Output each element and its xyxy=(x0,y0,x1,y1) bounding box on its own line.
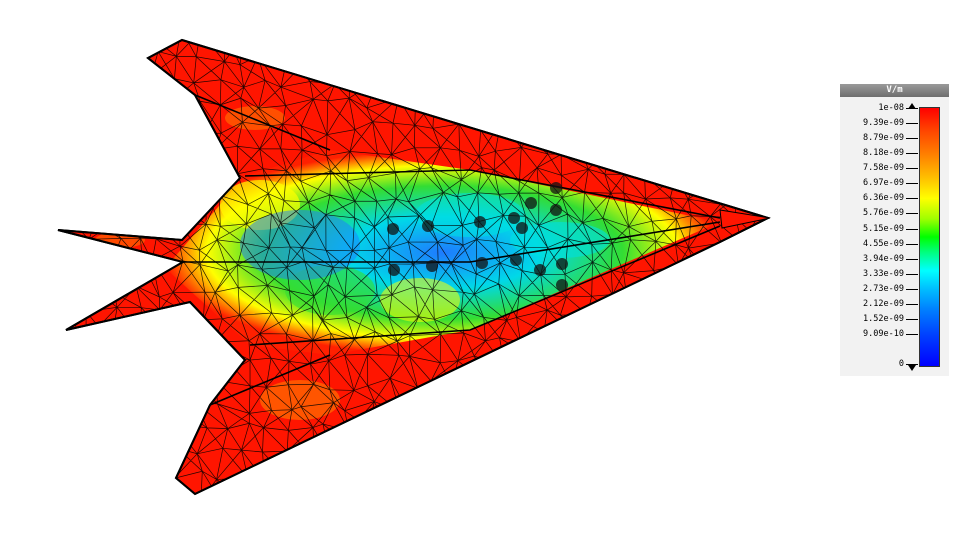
mesh-node-cluster xyxy=(534,264,546,276)
legend-tick-label: 9.09e-10 xyxy=(863,329,904,339)
mesh-node-cluster xyxy=(516,222,528,234)
mesh-node-cluster xyxy=(556,258,568,270)
legend-tick-mark xyxy=(906,228,918,230)
legend-tick-label: 0 xyxy=(898,359,904,369)
mesh-node-cluster xyxy=(474,216,486,228)
legend-tick-mark xyxy=(906,123,918,125)
legend-tick-mark xyxy=(906,288,918,290)
legend-tick-mark xyxy=(906,334,918,335)
legend-tick-mark xyxy=(906,153,918,155)
legend-tick-mark xyxy=(906,364,918,365)
legend-tick-label: 8.79e-09 xyxy=(863,133,904,144)
legend-tick-label: 1.52e-09 xyxy=(863,313,904,324)
legend-tick-label: 8.18e-09 xyxy=(863,148,904,159)
legend-tick-mark xyxy=(906,303,918,305)
legend-tick-label: 9.39e-09 xyxy=(863,118,904,129)
legend-tick-label: 4.55e-09 xyxy=(863,238,904,249)
legend-tick-mark xyxy=(906,138,918,140)
legend-tick-mark xyxy=(906,213,918,215)
mesh-node-cluster xyxy=(510,254,522,266)
hull-ridge-line xyxy=(209,354,331,406)
mesh-node-cluster xyxy=(387,223,399,235)
mesh-node-cluster xyxy=(422,220,434,232)
hull-ridge-line xyxy=(244,169,721,219)
mesh-node-cluster xyxy=(525,197,537,209)
legend-unit-title: V/m xyxy=(840,84,949,97)
legend-tick-label: 5.15e-09 xyxy=(863,223,904,234)
mesh-node-cluster xyxy=(508,212,520,224)
legend-min-arrow-icon[interactable] xyxy=(908,365,916,371)
legend-tick-label: 1e-08 xyxy=(878,103,904,113)
legend-tick-label: 6.97e-09 xyxy=(863,178,904,189)
legend-tick-label: 2.12e-09 xyxy=(863,298,904,309)
legend-tick-label: 7.58e-09 xyxy=(863,163,904,174)
legend-tick-mark xyxy=(906,318,918,320)
color-legend: V/m 1e-08 9.39e-09 8.79e-09 8.18e-09 7.58e-0… xyxy=(840,84,949,376)
mesh-node-cluster xyxy=(388,264,400,276)
mesh-node-cluster xyxy=(550,182,562,194)
legend-tick-mark xyxy=(906,243,918,245)
mesh-node-cluster xyxy=(426,260,438,272)
legend-tick-label: 5.76e-09 xyxy=(863,208,904,219)
mesh-node-cluster xyxy=(556,279,568,291)
legend-tick-mark xyxy=(906,258,918,260)
triangle-mesh xyxy=(58,40,768,494)
3d-viewport[interactable] xyxy=(0,0,830,535)
field-plot-canvas[interactable] xyxy=(0,0,830,535)
legend-tick-mark xyxy=(906,198,918,200)
hull-ridge-line xyxy=(182,221,721,263)
hull-ridge-line xyxy=(194,94,331,151)
legend-tick-label: 6.36e-09 xyxy=(863,193,904,204)
mesh-node-clusters xyxy=(387,182,568,291)
legend-tick-mark xyxy=(906,168,918,170)
legend-tick-mark xyxy=(906,273,918,275)
mesh-node-cluster xyxy=(476,257,488,269)
legend-tick-label: 2.73e-09 xyxy=(863,283,904,294)
aircraft-model xyxy=(57,38,771,496)
legend-colorbar xyxy=(919,107,940,367)
legend-tick-label: 3.94e-09 xyxy=(863,253,904,264)
legend-tick-label: 3.33e-09 xyxy=(863,268,904,279)
mesh-node-cluster xyxy=(550,204,562,216)
legend-tick-mark xyxy=(906,183,918,185)
legend-max-arrow-icon[interactable] xyxy=(908,103,916,109)
hull-ridge-line xyxy=(249,225,721,346)
